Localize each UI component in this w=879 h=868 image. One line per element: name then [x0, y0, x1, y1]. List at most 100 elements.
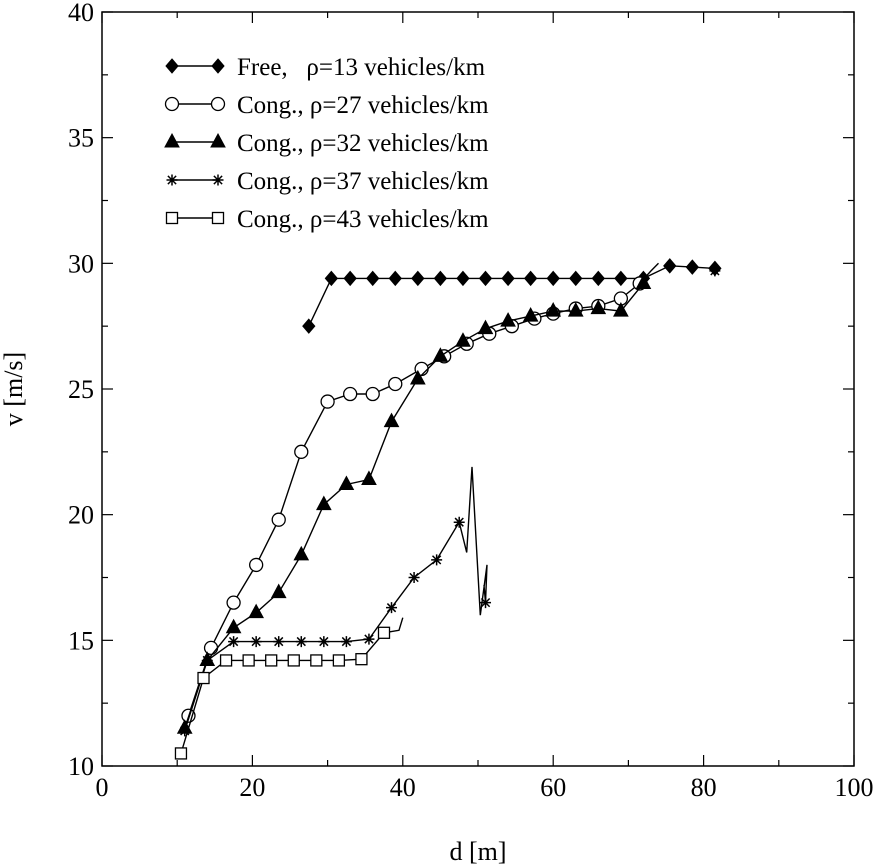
data-point	[343, 270, 357, 287]
legend-label: Cong., ρ=43 vehicles/km	[237, 206, 489, 233]
data-point	[388, 270, 402, 287]
series-5	[174, 617, 404, 760]
legend-entry: Cong., ρ=37 vehicles/km	[166, 168, 489, 195]
y-tick-label: 35	[68, 124, 94, 153]
data-point	[197, 671, 210, 685]
data-point	[320, 394, 335, 409]
data-point	[316, 495, 332, 511]
data-point	[293, 545, 310, 561]
series-4	[179, 265, 721, 737]
data-point	[635, 274, 652, 289]
legend-marker	[165, 211, 179, 225]
data-point	[302, 318, 316, 334]
data-point	[411, 270, 425, 287]
data-point	[477, 319, 494, 335]
y-axis-title: v [m/s]	[0, 352, 28, 426]
legend-marker	[165, 58, 179, 74]
data-point	[201, 654, 213, 666]
data-point	[386, 602, 398, 614]
data-point	[408, 572, 420, 583]
data-point	[249, 557, 264, 573]
x-tick-label: 60	[540, 773, 566, 802]
data-point	[271, 512, 286, 527]
legend-marker	[211, 211, 225, 225]
data-point	[478, 270, 493, 287]
legend: Free, ρ=13 vehicles/km Cong., ρ=27 vehicl…	[164, 54, 489, 233]
data-point	[431, 554, 443, 566]
data-point	[219, 654, 233, 667]
legend-marker	[210, 96, 226, 112]
legend-marker	[164, 132, 180, 148]
y-tick-label: 10	[68, 752, 94, 781]
data-point	[522, 307, 539, 322]
legend-marker	[166, 174, 178, 186]
data-point	[174, 747, 188, 760]
data-point	[363, 633, 375, 645]
data-point	[355, 653, 368, 666]
legend-marker	[164, 96, 180, 112]
legend-label: Free, ρ=13 vehicles/km	[237, 54, 486, 81]
legend-marker	[212, 174, 224, 186]
data-point	[225, 618, 242, 634]
data-point	[318, 636, 330, 648]
data-point	[500, 312, 516, 327]
y-tick-label: 20	[68, 501, 94, 530]
data-point	[456, 270, 470, 287]
axes: 0 20 40 60 80 100 10 15 20 25 30 35 40	[68, 0, 874, 802]
legend-marker	[211, 58, 225, 74]
data-point	[480, 597, 492, 609]
series-1	[302, 258, 722, 334]
data-point	[569, 270, 583, 287]
data-point	[228, 636, 240, 648]
data-point	[338, 475, 355, 491]
data-point	[273, 636, 285, 648]
data-point	[614, 270, 628, 287]
data-point	[324, 270, 339, 287]
x-tick-label: 40	[390, 773, 416, 802]
data-point	[567, 302, 584, 317]
data-point	[250, 636, 262, 648]
data-point	[591, 270, 605, 287]
legend-label: Cong., ρ=37 vehicles/km	[237, 168, 489, 195]
data-point	[501, 270, 515, 287]
legend-label: Cong., ρ=32 vehicles/km	[237, 130, 489, 157]
data-point	[226, 595, 241, 610]
legend-entry: Cong., ρ=27 vehicles/km	[164, 92, 489, 119]
data-point	[340, 636, 352, 648]
data-point	[523, 270, 538, 287]
data-point	[287, 654, 300, 667]
x-tick-label: 0	[96, 773, 109, 802]
series-line	[187, 262, 659, 716]
data-point	[432, 347, 449, 362]
data-point	[388, 376, 403, 392]
data-point	[310, 654, 323, 667]
data-point	[295, 636, 307, 648]
y-tick-label: 25	[68, 375, 94, 404]
data-point	[545, 302, 562, 317]
x-tick-label: 20	[239, 773, 265, 802]
legend-entry: Cong., ρ=32 vehicles/km	[164, 130, 489, 157]
data-point	[332, 654, 346, 667]
data-point	[410, 369, 426, 385]
data-point	[453, 516, 465, 528]
legend-marker	[210, 132, 226, 148]
data-point	[455, 332, 471, 347]
data-point	[433, 270, 448, 287]
data-point	[377, 626, 391, 639]
series-2	[181, 262, 659, 723]
y-tick-label: 15	[68, 626, 94, 655]
legend-entry: Free, ρ=13 vehicles/km	[165, 54, 486, 81]
data-point	[709, 265, 721, 277]
data-point	[270, 583, 287, 599]
x-tick-label: 100	[835, 773, 874, 802]
x-tick-label: 80	[691, 773, 717, 802]
data-point	[242, 654, 255, 667]
data-point	[343, 386, 358, 402]
x-axis-title: d [m]	[449, 837, 506, 866]
data-point	[590, 299, 607, 315]
y-tick-label: 40	[68, 0, 94, 27]
data-point	[366, 270, 380, 287]
data-point	[294, 444, 309, 459]
